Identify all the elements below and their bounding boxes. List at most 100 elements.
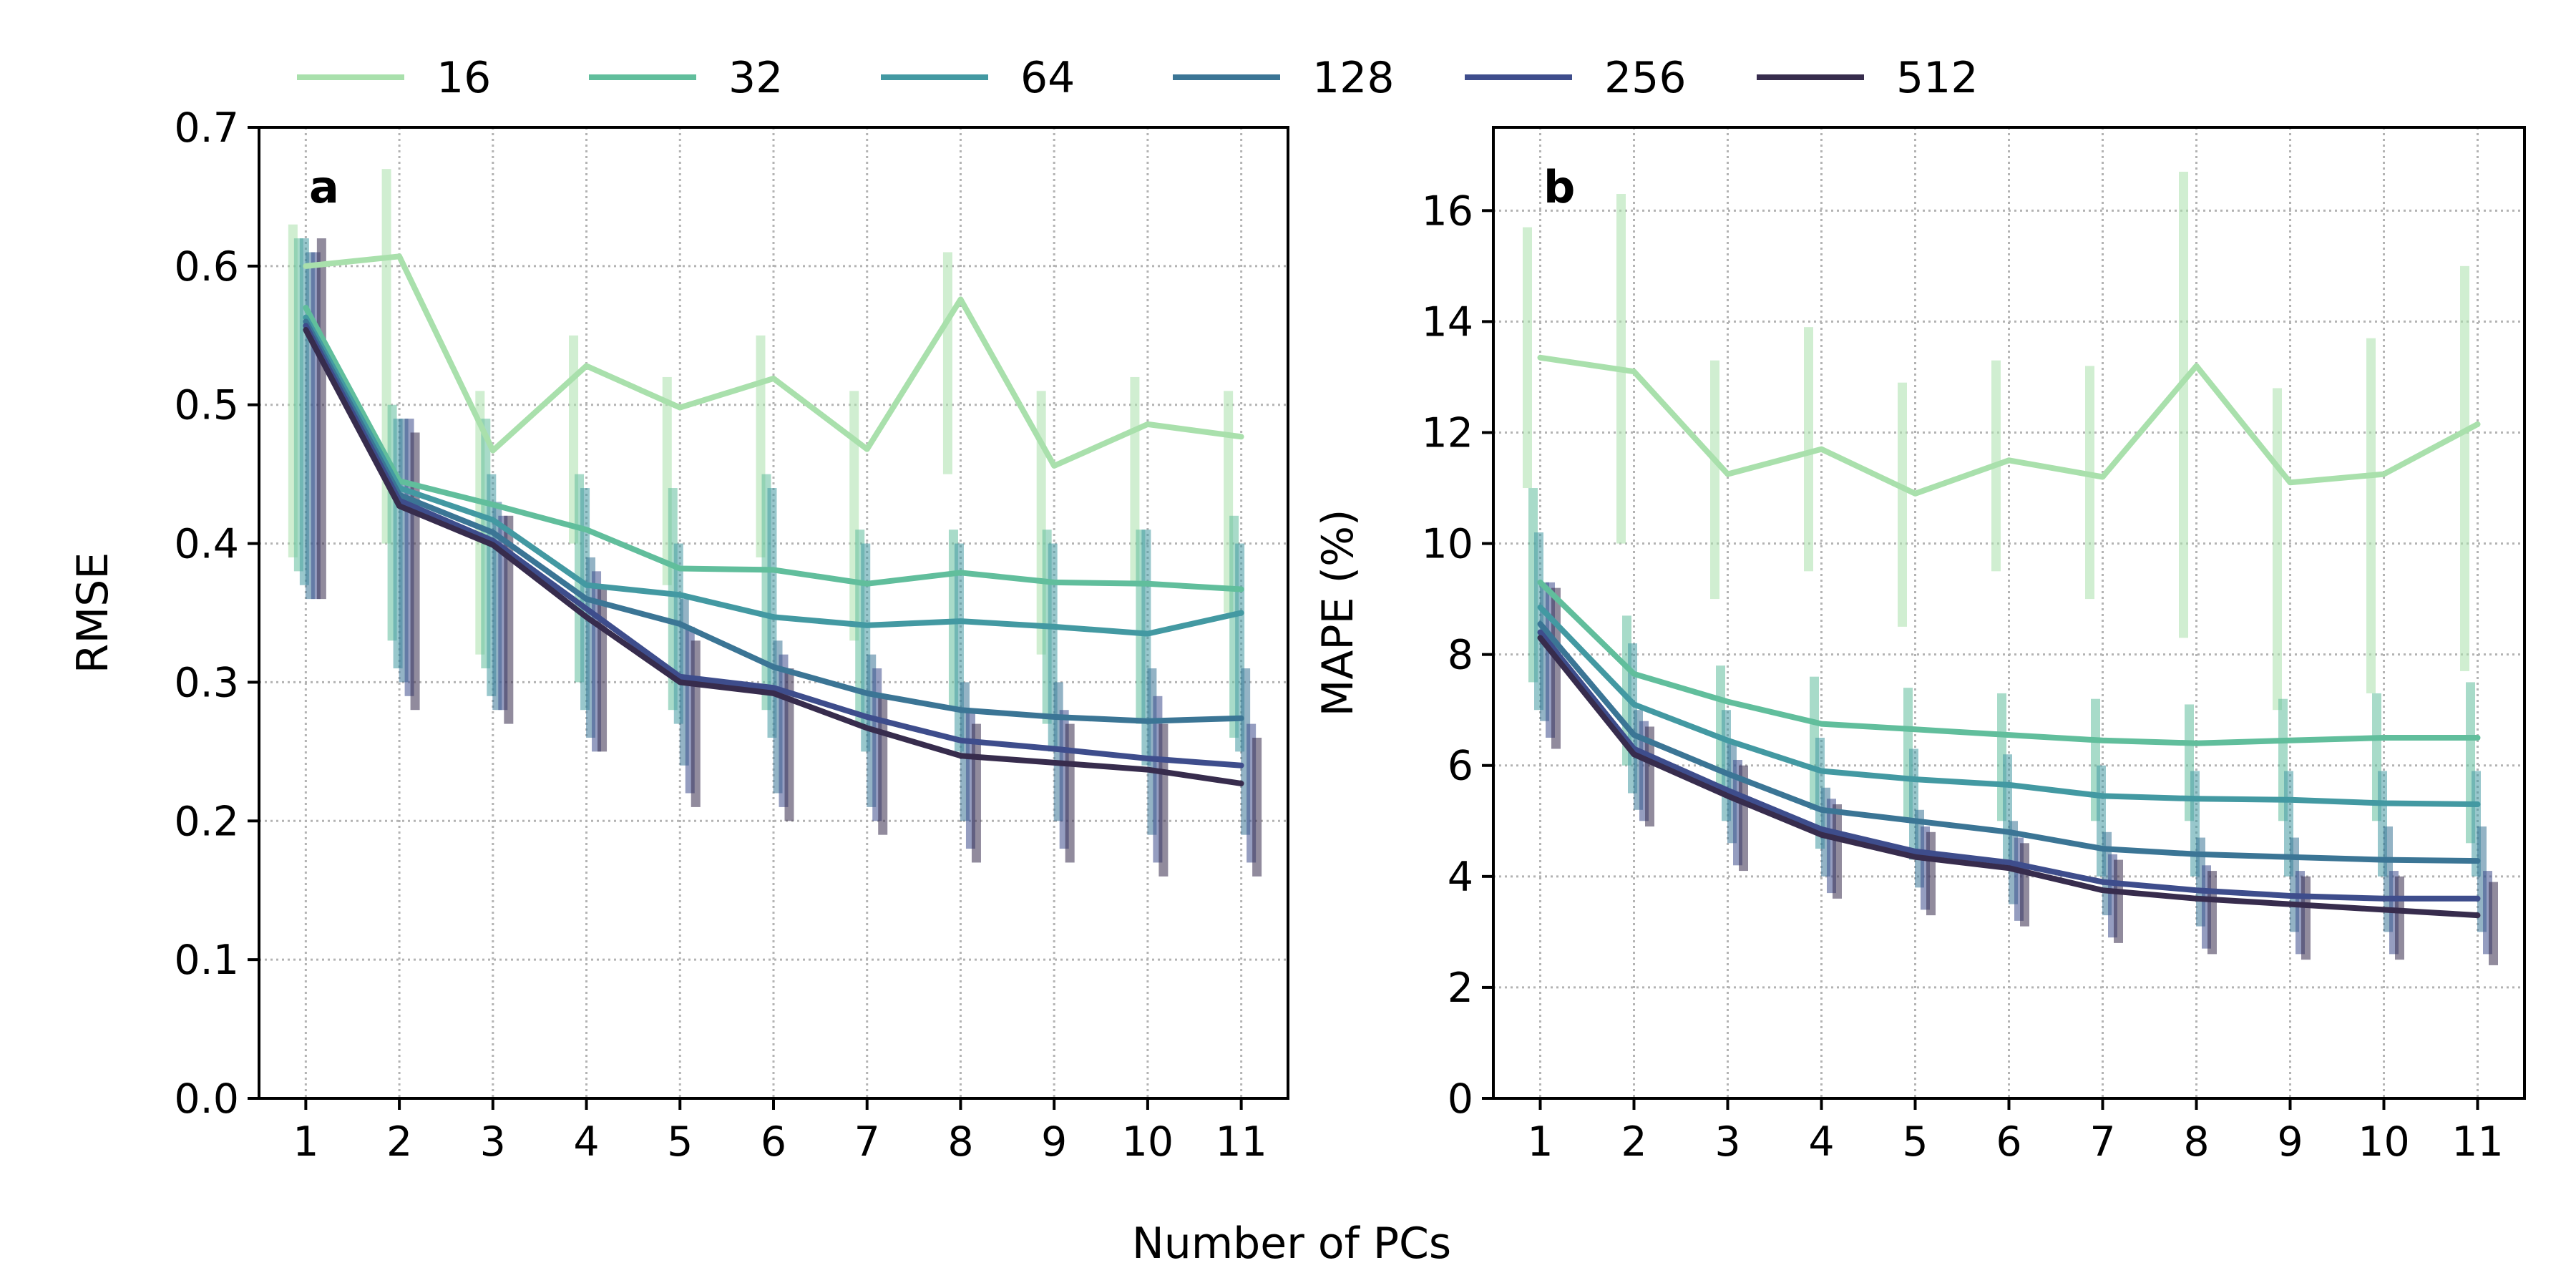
y-tick-label: 0.1	[174, 937, 239, 984]
panel-letter: a	[309, 161, 339, 213]
legend-item-256: 256	[1465, 53, 1687, 103]
error-bar-512-pc2	[1645, 726, 1654, 827]
error-bar-512-pc5	[1926, 831, 1936, 916]
error-bar-16-pc1	[1523, 227, 1532, 489]
x-tick-label: 1	[1527, 1118, 1553, 1166]
error-bar-16-pc5	[1898, 382, 1907, 627]
y-tick-label: 6	[1448, 743, 1473, 790]
x-axis-label: Number of PCs	[1132, 1219, 1451, 1269]
y-tick-label: 0.3	[174, 659, 239, 706]
legend-label: 512	[1896, 53, 1979, 103]
series-line-128	[303, 318, 1244, 724]
error-bar-512-pc3	[1739, 765, 1748, 872]
x-tick-label: 5	[1902, 1118, 1928, 1166]
x-tick-label: 6	[761, 1118, 786, 1166]
x-tick-label: 8	[2183, 1118, 2209, 1166]
legend-item-16: 16	[297, 53, 491, 103]
y-tick-label: 0.5	[174, 382, 239, 429]
x-tick-label: 2	[1621, 1118, 1646, 1166]
y-tick-label: 12	[1421, 409, 1473, 457]
series-line-16	[1537, 354, 2481, 497]
series-line-256	[303, 323, 1244, 769]
legend-label: 128	[1312, 53, 1395, 103]
legend-item-128: 128	[1173, 53, 1395, 103]
panel-a-rmse: 1 2 3 4 5 6 7 8 9 10 11 0.0 0.1 0.2 0.3 0.4 0.5 0.6 0.7 RMS…	[68, 104, 1289, 1166]
error-bar-512-pc1	[316, 238, 326, 600]
y-tick-label: 16	[1421, 187, 1473, 235]
error-bar-512-pc3	[504, 515, 514, 724]
legend-item-64: 64	[881, 53, 1075, 103]
panel-letter: b	[1543, 161, 1575, 213]
y-tick-label: 0.0	[174, 1075, 239, 1123]
series-line-256	[1537, 629, 2481, 902]
error-bar-512-pc8	[2207, 871, 2217, 955]
error-bar-512-pc5	[691, 640, 701, 807]
y-tick-label: 0	[1448, 1075, 1473, 1123]
error-bar-16-pc8	[942, 252, 952, 474]
series-line-16	[303, 253, 1244, 469]
error-bar-512-pc10	[2395, 876, 2404, 960]
x-tick-label: 8	[947, 1118, 973, 1166]
legend-item-512: 512	[1757, 53, 1979, 103]
x-tick-label: 10	[1122, 1118, 1174, 1166]
series-line-512	[1537, 635, 2481, 919]
error-bar-512-pc2	[410, 432, 420, 711]
error-bar-512-pc6	[2020, 843, 2029, 927]
series-line-32	[303, 305, 1244, 592]
x-ticks: 1 2 3 4 5 6 7 8 9 10 11	[293, 1098, 1267, 1166]
error-bar-512-pc1	[1551, 587, 1561, 749]
error-bar-512-pc7	[2114, 859, 2123, 943]
error-bar-16-pc11	[2460, 265, 2469, 671]
y-ticks: 0.0 0.1 0.2 0.3 0.4 0.5 0.6 0.7	[174, 104, 259, 1123]
x-tick-label: 9	[2277, 1118, 2303, 1166]
y-tick-label: 0.6	[174, 243, 239, 291]
error-bar-16-pc4	[1804, 327, 1813, 572]
error-bar-512-pc7	[878, 696, 888, 835]
x-tick-label: 10	[2358, 1118, 2410, 1166]
legend-label: 256	[1604, 53, 1687, 103]
error-bar-16-pc7	[2085, 366, 2094, 600]
x-tick-label: 3	[1714, 1118, 1740, 1166]
legend: 16 32 64 128 256 512	[297, 53, 1979, 103]
y-axis-label: MAPE (%)	[1313, 509, 1363, 717]
x-tick-label: 1	[293, 1118, 318, 1166]
legend-label: 32	[728, 53, 783, 103]
x-tick-label: 3	[480, 1118, 506, 1166]
y-tick-label: 10	[1421, 521, 1473, 568]
error-bar-512-pc6	[784, 668, 794, 821]
legend-item-32: 32	[589, 53, 783, 103]
grid	[1493, 127, 2524, 1100]
y-tick-label: 0.4	[174, 521, 239, 568]
series-line-32	[1537, 579, 2481, 746]
series-line-512	[303, 327, 1244, 786]
x-tick-label: 9	[1041, 1118, 1067, 1166]
error-bar-512-pc4	[597, 585, 608, 752]
x-tick-label: 7	[854, 1118, 880, 1166]
series-lines	[1537, 354, 2481, 919]
x-tick-label: 11	[1215, 1118, 1267, 1166]
y-ticks: 0 2 4 6 8 10 12 14 16	[1421, 187, 1493, 1123]
error-bar-512-pc9	[2301, 876, 2311, 960]
y-tick-label: 4	[1448, 854, 1473, 901]
error-bar-512-pc9	[1065, 723, 1075, 863]
y-tick-label: 8	[1448, 632, 1473, 679]
y-tick-label: 14	[1421, 298, 1473, 346]
x-ticks: 1 2 3 4 5 6 7 8 9 10 11	[1527, 1098, 2504, 1166]
error-bar-16-pc3	[1710, 360, 1719, 600]
error-bars	[288, 169, 1262, 877]
x-tick-label: 4	[1808, 1118, 1834, 1166]
series-lines	[303, 253, 1244, 786]
x-tick-label: 2	[386, 1118, 412, 1166]
error-bar-512-pc10	[1158, 723, 1169, 877]
error-bar-512-pc11	[2489, 882, 2498, 965]
x-tick-label: 11	[2451, 1118, 2504, 1166]
series-line-64	[1537, 604, 2481, 807]
y-tick-label: 0.7	[174, 104, 239, 152]
error-bar-512-pc11	[1252, 737, 1262, 877]
x-tick-label: 4	[573, 1118, 599, 1166]
y-tick-label: 0.2	[174, 798, 239, 845]
error-bar-16-pc9	[2273, 388, 2282, 711]
error-bar-512-pc4	[1833, 804, 1842, 899]
